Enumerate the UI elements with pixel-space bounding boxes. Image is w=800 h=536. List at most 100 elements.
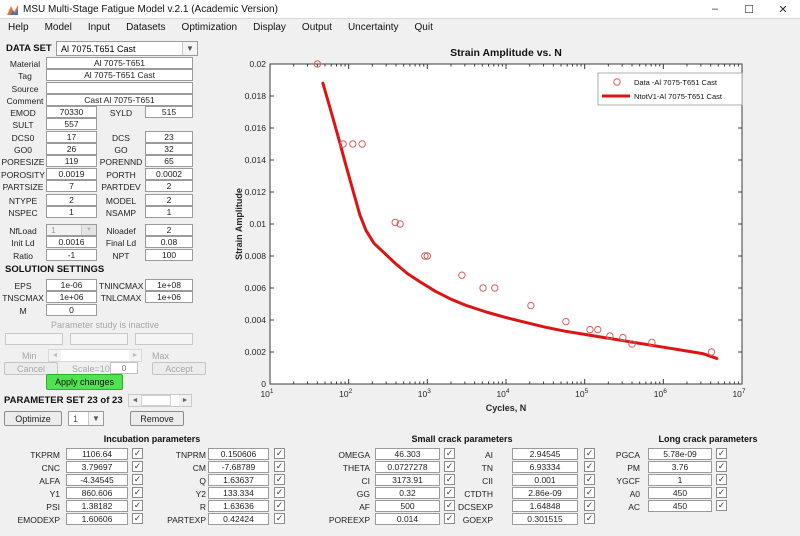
field-input-m[interactable] [46, 303, 97, 316]
param-input-goexp[interactable] [512, 513, 578, 525]
param-checkbox-tkprm[interactable]: ✓ [132, 448, 143, 459]
param-checkbox-tnprm[interactable]: ✓ [274, 448, 285, 459]
param-input-af[interactable] [375, 500, 440, 512]
field-input-source[interactable] [46, 81, 193, 94]
study-slider-track[interactable] [61, 350, 129, 361]
field-input-poresize[interactable] [46, 155, 97, 168]
scrollbar-left-arrow-icon[interactable]: ◄ [129, 395, 141, 406]
field-input-tnincmax[interactable] [145, 279, 193, 291]
menu-item-model[interactable]: Model [44, 22, 72, 33]
param-checkbox-ctdth[interactable]: ✓ [584, 487, 595, 498]
param-checkbox-ac[interactable]: ✓ [716, 500, 727, 511]
param-checkbox-theta[interactable]: ✓ [444, 461, 455, 472]
param-input-psi[interactable] [66, 500, 128, 512]
field-input-tag[interactable] [46, 69, 193, 82]
cancel-button[interactable]: Cancel [4, 362, 58, 375]
close-button[interactable]: ✕ [778, 3, 788, 16]
param-input-tkprm[interactable] [66, 448, 128, 460]
scrollbar-right-arrow-icon[interactable]: ► [179, 395, 191, 406]
chevron-down-icon[interactable]: ▼ [88, 412, 103, 425]
menu-item-quit[interactable]: Quit [414, 22, 433, 33]
param-input-omega[interactable] [375, 448, 440, 460]
field-input-sult[interactable] [46, 118, 97, 131]
param-input-emodexp[interactable] [66, 513, 128, 525]
param-checkbox-pgca[interactable]: ✓ [716, 448, 727, 459]
field-input-go[interactable] [145, 142, 193, 155]
param-input-partexp[interactable] [208, 513, 269, 525]
menu-item-optimization[interactable]: Optimization [181, 22, 238, 33]
field-input-material[interactable] [46, 57, 193, 69]
param-input-dcsexp[interactable] [512, 500, 578, 512]
field-input-nsamp[interactable] [145, 206, 193, 219]
field-input-npt[interactable] [145, 248, 193, 261]
field-input-nloadef[interactable] [145, 224, 193, 236]
field-input-dcs[interactable] [145, 130, 193, 143]
parameter-set-scrollbar[interactable]: ◄ ► [128, 394, 192, 407]
optimize-button[interactable]: Optimize [4, 411, 62, 426]
param-input-ctdth[interactable] [512, 487, 578, 499]
param-input-q[interactable] [208, 474, 269, 486]
minimize-button[interactable]: – [711, 3, 719, 15]
param-checkbox-poreexp[interactable]: ✓ [444, 513, 455, 524]
param-checkbox-alfa[interactable]: ✓ [132, 474, 143, 485]
accept-button[interactable]: Accept [152, 362, 206, 375]
param-input-ygcf[interactable] [648, 474, 712, 486]
field-input-emod[interactable] [46, 106, 97, 118]
param-checkbox-psi[interactable]: ✓ [132, 500, 143, 511]
parameter-set-track[interactable] [141, 395, 179, 406]
param-input-theta[interactable] [375, 461, 440, 473]
menu-item-datasets[interactable]: Datasets [126, 22, 166, 33]
param-checkbox-dcsexp[interactable]: ✓ [584, 500, 595, 511]
param-checkbox-partexp[interactable]: ✓ [274, 513, 285, 524]
param-checkbox-q[interactable]: ✓ [274, 474, 285, 485]
study-field-1[interactable] [5, 333, 63, 345]
field-dropdown-nfload[interactable]: 1 ▼ [46, 224, 97, 236]
param-checkbox-emodexp[interactable]: ✓ [132, 513, 143, 524]
field-input-partdev[interactable] [145, 179, 193, 192]
param-checkbox-cm[interactable]: ✓ [274, 461, 285, 472]
slider-left-arrow-icon[interactable]: ◄ [49, 350, 61, 361]
field-input-model[interactable] [145, 194, 193, 206]
param-checkbox-omega[interactable]: ✓ [444, 448, 455, 459]
remove-button[interactable]: Remove [130, 411, 184, 426]
study-field-3[interactable] [135, 333, 193, 345]
param-input-pgca[interactable] [648, 448, 712, 460]
study-field-2[interactable] [70, 333, 128, 345]
param-checkbox-pm[interactable]: ✓ [716, 461, 727, 472]
param-input-cm[interactable] [208, 461, 269, 473]
field-input-ratio[interactable] [46, 248, 97, 261]
apply-changes-button[interactable]: Apply changes [46, 374, 123, 390]
param-checkbox-y2[interactable]: ✓ [274, 487, 285, 498]
slider-right-arrow-icon[interactable]: ► [129, 350, 141, 361]
param-checkbox-cnc[interactable]: ✓ [132, 461, 143, 472]
param-checkbox-y1[interactable]: ✓ [132, 487, 143, 498]
param-input-a0[interactable] [648, 487, 712, 499]
param-input-cii[interactable] [512, 474, 578, 486]
param-input-y2[interactable] [208, 487, 269, 499]
chevron-down-icon[interactable]: ▼ [182, 42, 197, 55]
param-input-tnprm[interactable] [208, 448, 269, 460]
param-input-cnc[interactable] [66, 461, 128, 473]
param-input-y1[interactable] [66, 487, 128, 499]
param-input-tn[interactable] [512, 461, 578, 473]
field-input-tnlcmax[interactable] [145, 291, 193, 304]
param-input-alfa[interactable] [66, 474, 128, 486]
field-input-init-ld[interactable] [46, 236, 97, 249]
scale-input[interactable] [110, 362, 138, 374]
param-checkbox-ygcf[interactable]: ✓ [716, 474, 727, 485]
field-input-partsize[interactable] [46, 179, 97, 192]
param-input-ai[interactable] [512, 448, 578, 460]
menu-item-input[interactable]: Input [87, 22, 111, 33]
menu-item-display[interactable]: Display [253, 22, 286, 33]
param-checkbox-r[interactable]: ✓ [274, 500, 285, 511]
menu-item-help[interactable]: Help [8, 22, 29, 33]
param-checkbox-ai[interactable]: ✓ [584, 448, 595, 459]
param-checkbox-af[interactable]: ✓ [444, 500, 455, 511]
param-checkbox-ci[interactable]: ✓ [444, 474, 455, 485]
field-input-porennd[interactable] [145, 155, 193, 168]
param-input-poreexp[interactable] [375, 513, 440, 525]
menu-item-uncertainty[interactable]: Uncertainty [347, 22, 399, 33]
field-input-go0[interactable] [46, 142, 97, 155]
field-input-dcs0[interactable] [46, 130, 97, 143]
dataset-dropdown[interactable]: Al 7075.T651 Cast ▼ [56, 41, 198, 56]
